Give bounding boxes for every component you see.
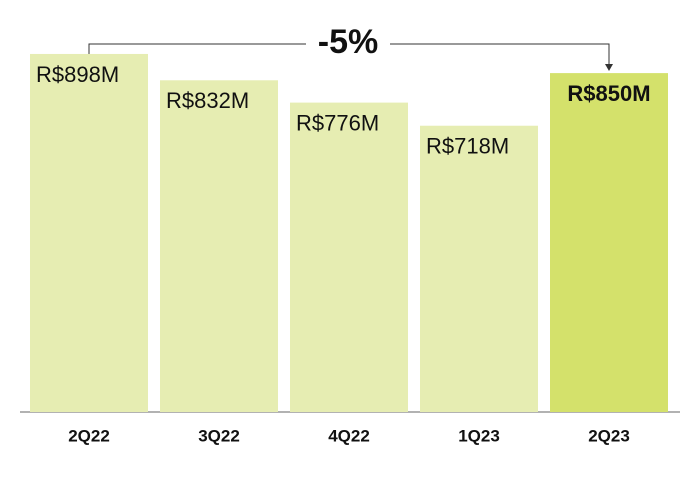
value-label: R$776M: [296, 110, 379, 135]
value-label: R$898M: [36, 62, 119, 87]
bracket-right: [390, 43, 610, 66]
bar: [160, 80, 278, 412]
value-label: R$832M: [166, 88, 249, 113]
x-tick-label: 2Q22: [68, 426, 110, 445]
bar: [30, 53, 148, 412]
change-annotation: -5%: [318, 23, 378, 61]
value-label: R$850M: [567, 81, 650, 106]
arrow-head: [605, 64, 613, 71]
x-tick-label: 1Q23: [458, 426, 500, 445]
bar: [420, 125, 538, 412]
value-label: R$718M: [426, 134, 509, 159]
x-tick-label: 2Q23: [588, 426, 630, 445]
x-tick-label: 3Q22: [198, 426, 240, 445]
bar: [550, 73, 668, 412]
bar: [290, 102, 408, 413]
bracket-left: [88, 43, 306, 54]
x-tick-label: 4Q22: [328, 426, 370, 445]
